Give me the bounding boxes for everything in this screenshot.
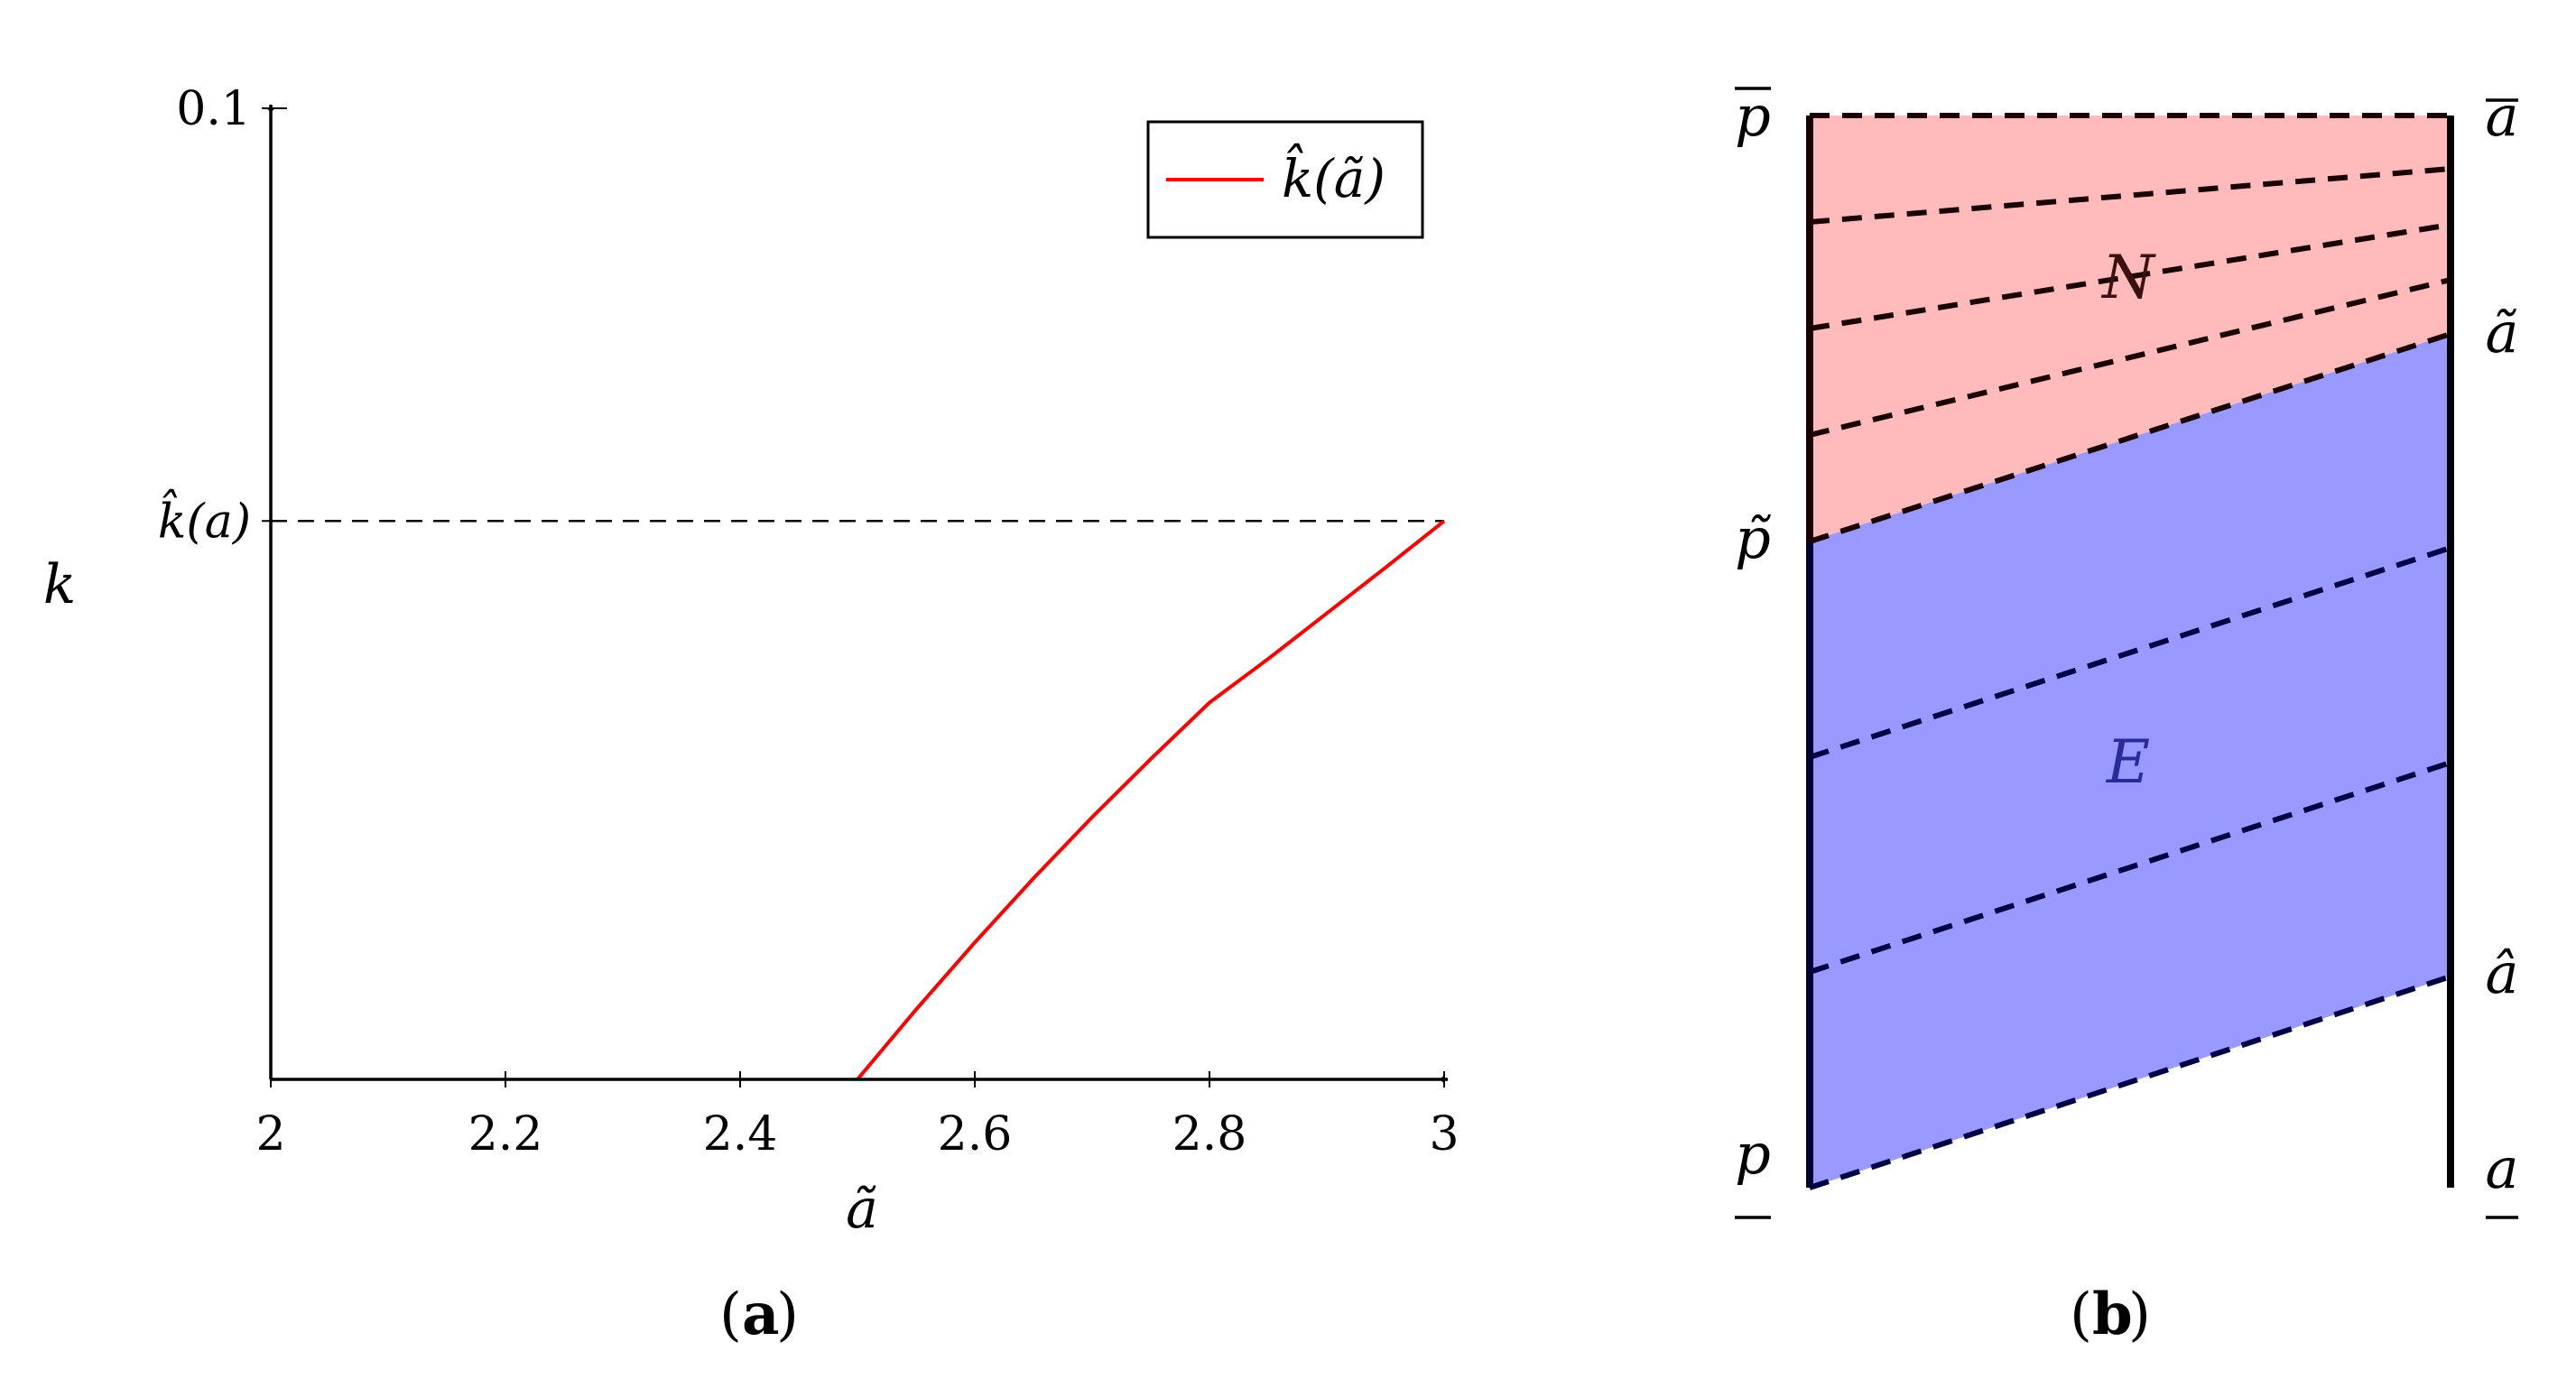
panel-label-a: ( a )	[719, 1281, 799, 1348]
label-p-tilde: p̃	[1735, 505, 1772, 571]
series-line-k-hat	[856, 519, 1446, 1081]
n-dashed-line	[1809, 277, 2451, 438]
x-tick-label: 2.8	[1172, 1107, 1247, 1162]
y-tick-label: k̂(a)	[158, 489, 251, 549]
n-dashed-line	[1809, 331, 2451, 544]
panel-b: N E p p̃ p a ã â a ( b )	[1735, 83, 2518, 1348]
y-ticks: 0.1 k̂(a)	[158, 82, 287, 549]
label-p-underline: p	[1735, 1121, 1771, 1187]
label-a-underline: a	[2486, 1135, 2519, 1201]
x-tick-label: 2	[255, 1107, 285, 1162]
panel-letter-b: b	[2092, 1281, 2133, 1348]
region-n-dashed-lines	[1809, 113, 2451, 544]
left-labels: p p̃ p	[1735, 83, 1772, 1219]
panel-label-b: ( b )	[2070, 1281, 2151, 1348]
y-axis-label: k	[43, 553, 76, 616]
right-labels: a ã â a	[2486, 83, 2519, 1219]
n-dashed-line	[1809, 222, 2451, 331]
x-tick-label: 2.4	[703, 1107, 778, 1162]
legend: k̂(ã)	[1146, 120, 1424, 239]
y-tick-label: 0.1	[176, 82, 251, 136]
svg-text:(: (	[2070, 1282, 2092, 1348]
region-e-dashed-lines	[1809, 545, 2451, 1190]
x-tick-label: 2.2	[468, 1107, 543, 1162]
e-dashed-line	[1809, 760, 2451, 975]
label-a-bar: a	[2486, 83, 2519, 149]
legend-label: k̂(ã)	[1282, 143, 1385, 209]
svg-text:): )	[776, 1282, 799, 1348]
x-tick-label: 2.6	[938, 1107, 1013, 1162]
panel-a: 2 2.2 2.4 2.6 2.8 3 0.1 k̂(a) ã k k̂(ã) ( a )	[43, 82, 1459, 1348]
svg-text:): )	[2128, 1282, 2151, 1348]
region-e-fill	[1810, 334, 2451, 1188]
e-dashed-line	[1809, 974, 2451, 1190]
panel-letter-a: a	[742, 1281, 779, 1348]
label-p-bar: p	[1735, 83, 1771, 149]
x-ticks: 2 2.2 2.4 2.6 2.8 3	[255, 1071, 1459, 1162]
e-dashed-line	[1809, 545, 2451, 760]
x-axis-label: ã	[846, 1178, 878, 1241]
region-label-n: N	[2100, 243, 2156, 312]
label-a-tilde: ã	[2486, 300, 2519, 366]
x-tick-label: 3	[1429, 1107, 1459, 1162]
n-dashed-line	[1809, 166, 2451, 225]
region-label-e: E	[2106, 727, 2150, 797]
label-a-hat: â	[2486, 940, 2519, 1006]
region-n-fill	[1810, 116, 2451, 541]
svg-text:(: (	[719, 1282, 742, 1348]
